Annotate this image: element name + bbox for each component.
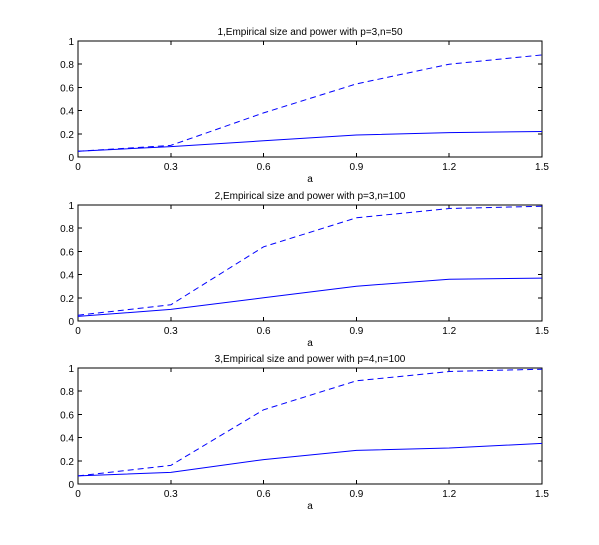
solid-series-line xyxy=(77,442,543,477)
x-tick-label: 0.3 xyxy=(164,489,178,500)
dashed-series-line xyxy=(77,205,543,316)
x-tick-label: 0.3 xyxy=(164,326,178,337)
chart-title: 3,Empirical size and power with p=4,n=10… xyxy=(215,354,406,365)
x-axis-label: a xyxy=(307,338,313,349)
x-tick-label: 1.2 xyxy=(442,326,456,337)
y-tick-label: 0.4 xyxy=(60,434,74,445)
x-tick-label: 1.2 xyxy=(442,162,456,173)
x-tick-label: 0.6 xyxy=(257,489,271,500)
y-tick-label: 0.8 xyxy=(60,60,74,71)
y-tick-label: 0.8 xyxy=(60,224,74,235)
axes-frame xyxy=(77,367,543,485)
x-tick-label: 0.9 xyxy=(349,489,363,500)
y-tick-label: 0 xyxy=(68,153,74,164)
x-tick-label: 0.3 xyxy=(164,162,178,173)
solid-series-line xyxy=(77,277,543,317)
axes-frame xyxy=(77,40,543,158)
x-tick-label: 1.5 xyxy=(535,326,549,337)
x-tick-label: 0 xyxy=(75,489,81,500)
y-tick-label: 0.6 xyxy=(60,83,74,94)
axes-frame xyxy=(77,204,543,322)
x-tick-label: 1.2 xyxy=(442,489,456,500)
dashed-series-line xyxy=(77,368,543,477)
x-tick-label: 0.9 xyxy=(349,162,363,173)
x-tick-label: 0 xyxy=(75,326,81,337)
x-tick-label: 0.9 xyxy=(349,326,363,337)
chart-panel-3: 3,Empirical size and power with p=4,n=10… xyxy=(60,354,549,512)
y-tick-label: 0 xyxy=(68,317,74,328)
x-axis-label: a xyxy=(307,174,313,185)
x-tick-label: 0 xyxy=(75,162,81,173)
x-tick-label: 0.6 xyxy=(257,162,271,173)
y-tick-label: 1 xyxy=(68,201,74,212)
y-tick-label: 0.4 xyxy=(60,271,74,282)
y-tick-label: 0.6 xyxy=(60,247,74,258)
x-tick-label: 1.5 xyxy=(535,162,549,173)
y-tick-label: 0.2 xyxy=(60,457,74,468)
y-tick-label: 0.2 xyxy=(60,294,74,305)
x-tick-label: 1.5 xyxy=(535,489,549,500)
chart-title: 2,Empirical size and power with p=3,n=10… xyxy=(215,191,406,202)
y-tick-label: 1 xyxy=(68,37,74,48)
solid-series-line xyxy=(77,131,543,152)
chart-panel-2: 2,Empirical size and power with p=3,n=10… xyxy=(60,191,549,349)
y-tick-label: 0.2 xyxy=(60,130,74,141)
y-tick-label: 0 xyxy=(68,480,74,491)
x-tick-label: 0.6 xyxy=(257,326,271,337)
y-tick-label: 0.8 xyxy=(60,387,74,398)
y-tick-label: 1 xyxy=(68,364,74,375)
y-tick-label: 0.6 xyxy=(60,410,74,421)
chart-panel-1: 1,Empirical size and power with p=3,n=50… xyxy=(60,27,549,185)
x-axis-label: a xyxy=(307,501,313,512)
chart-title: 1,Empirical size and power with p=3,n=50 xyxy=(217,27,403,38)
y-tick-label: 0.4 xyxy=(60,107,74,118)
